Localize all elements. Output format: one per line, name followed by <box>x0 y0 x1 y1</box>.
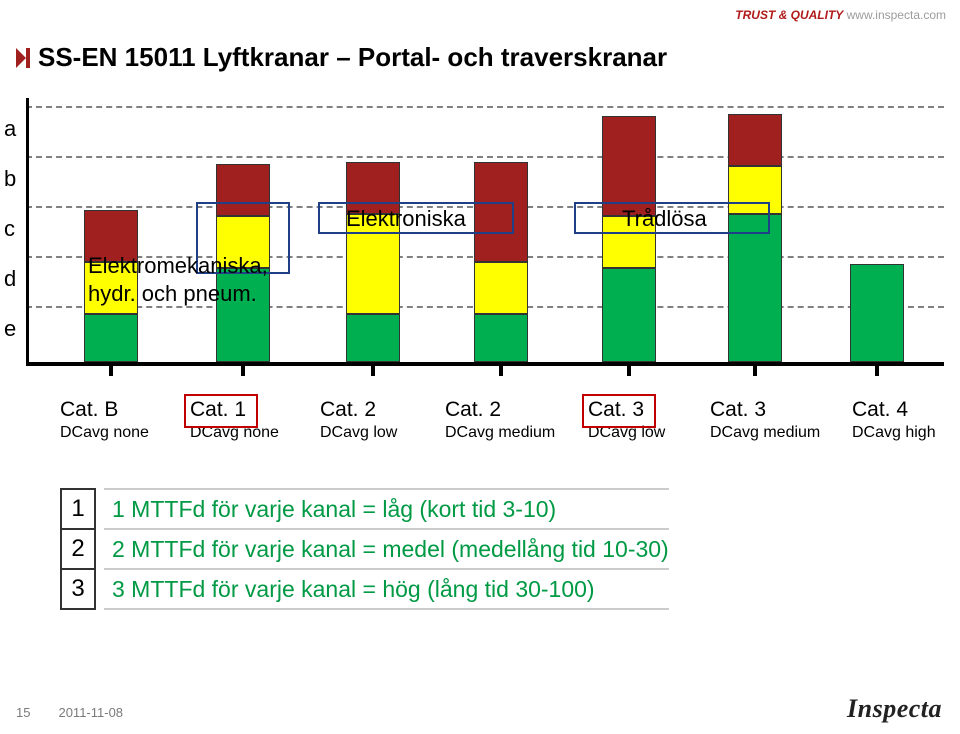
category-col: Cat. B DCavg none <box>60 398 180 442</box>
category-top: Cat. B <box>60 398 118 422</box>
bar-segment <box>346 214 400 314</box>
logo: Inspecta <box>847 694 942 724</box>
bar-segment <box>602 116 656 216</box>
category-sub: DCavg medium <box>710 424 820 442</box>
footer: 15 2011-11-08 <box>16 705 123 720</box>
x-tick <box>627 362 631 376</box>
bars-area <box>26 106 944 362</box>
legend-table: 123 1 MTTFd för varje kanal = låg (kort … <box>60 488 669 610</box>
legend-text-row: 2 MTTFd för varje kanal = medel (medellå… <box>104 528 669 568</box>
x-ticks <box>26 362 944 378</box>
x-tick <box>371 362 375 376</box>
bar-segment <box>850 264 904 362</box>
bar-segment <box>728 214 782 362</box>
category-col: Cat. 3 DCavg low <box>588 398 708 442</box>
stacked-bar-chart: abcde ElektroniskaTrådlösa Elektromekani… <box>0 98 960 388</box>
x-tick <box>241 362 245 376</box>
y-label: d <box>0 254 16 304</box>
category-top: Cat. 4 <box>852 398 908 422</box>
legend-text-row: 3 MTTFd för varje kanal = hög (lång tid … <box>104 568 669 610</box>
category-row: Cat. B DCavg none Cat. 1 DCavg none Cat. 2 DC… <box>60 398 940 458</box>
header-trust: TRUST & QUALITY <box>735 8 843 22</box>
bullet-icon <box>16 48 30 68</box>
below-label-2: hydr. och pneum. <box>88 281 257 306</box>
below-label: Elektromekaniska, hydr. och pneum. <box>88 252 268 307</box>
bar-segment <box>474 262 528 314</box>
page-number: 15 <box>16 705 30 720</box>
category-sub: DCavg medium <box>445 424 555 442</box>
category-top: Cat. 2 <box>445 398 501 422</box>
x-tick <box>753 362 757 376</box>
legend-text-row: 1 MTTFd för varje kanal = låg (kort tid … <box>104 488 669 528</box>
category-top: Cat. 3 <box>588 398 644 422</box>
category-top: Cat. 2 <box>320 398 376 422</box>
category-col: Cat. 2 DCavg low <box>320 398 440 442</box>
bar-segment <box>474 314 528 362</box>
bar-segment <box>602 268 656 362</box>
bar-segment <box>84 314 138 362</box>
bar-segment <box>602 216 656 268</box>
category-top: Cat. 3 <box>710 398 766 422</box>
y-label: c <box>0 204 16 254</box>
y-label: e <box>0 304 16 354</box>
category-col: Cat. 1 DCavg none <box>190 398 310 442</box>
y-label: a <box>0 104 16 154</box>
x-tick <box>875 362 879 376</box>
header-url: www.inspecta.com <box>847 8 946 22</box>
bar-segment <box>346 162 400 214</box>
below-label-1: Elektromekaniska, <box>88 253 268 278</box>
category-col: Cat. 4 DCavg high <box>852 398 960 442</box>
category-sub: DCavg low <box>588 424 665 442</box>
category-sub: DCavg none <box>190 424 279 442</box>
legend-numbers: 123 <box>60 488 96 610</box>
x-tick <box>499 362 503 376</box>
y-label: b <box>0 154 16 204</box>
category-col: Cat. 3 DCavg medium <box>710 398 845 442</box>
y-axis-labels: abcde <box>0 104 16 354</box>
page-title: SS-EN 15011 Lyftkranar – Portal- och tra… <box>38 42 667 73</box>
bar-segment <box>216 164 270 216</box>
legend-num: 3 <box>60 568 96 610</box>
category-sub: DCavg none <box>60 424 149 442</box>
footer-date: 2011-11-08 <box>58 705 123 720</box>
x-tick <box>109 362 113 376</box>
legend-num: 1 <box>60 488 96 528</box>
bar-segment <box>346 314 400 362</box>
bar-segment <box>728 166 782 214</box>
title-row: SS-EN 15011 Lyftkranar – Portal- och tra… <box>16 42 667 73</box>
bar-segment <box>728 114 782 166</box>
category-sub: DCavg high <box>852 424 936 442</box>
category-col: Cat. 2 DCavg medium <box>445 398 580 442</box>
category-sub: DCavg low <box>320 424 397 442</box>
bar-segment <box>474 162 528 262</box>
legend-num: 2 <box>60 528 96 568</box>
legend-texts: 1 MTTFd för varje kanal = låg (kort tid … <box>104 488 669 610</box>
category-top: Cat. 1 <box>190 398 246 422</box>
header-link: TRUST & QUALITY www.inspecta.com <box>735 8 946 22</box>
